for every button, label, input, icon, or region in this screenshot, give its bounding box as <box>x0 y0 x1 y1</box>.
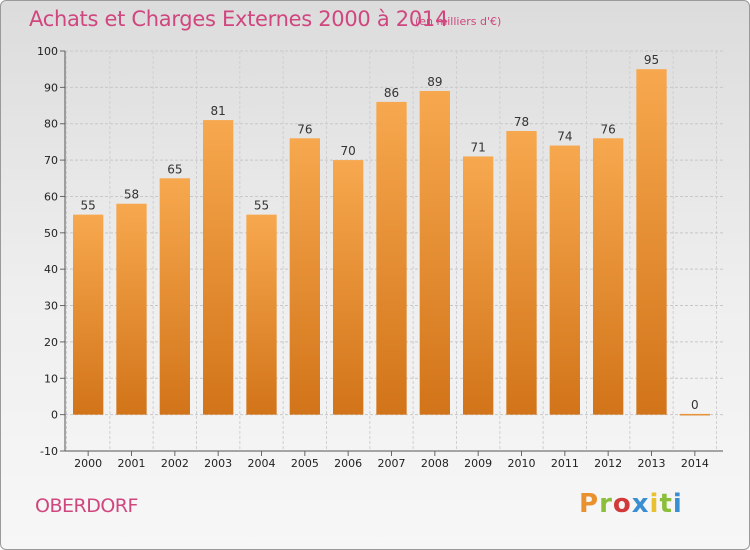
bar-2011 <box>549 145 580 415</box>
data-label-2012: 76 <box>601 122 616 136</box>
x-tick-label-2013: 2013 <box>638 457 666 470</box>
bar-2006 <box>333 160 364 415</box>
x-tick-label-2007: 2007 <box>378 457 406 470</box>
x-tick-label-2008: 2008 <box>421 457 449 470</box>
bar-2002 <box>159 178 190 415</box>
bar-2003 <box>203 120 234 415</box>
data-label-2000: 55 <box>81 199 96 213</box>
data-label-2013: 95 <box>644 53 659 67</box>
bar-2010 <box>506 131 537 415</box>
x-tick-label-2009: 2009 <box>464 457 492 470</box>
bar-2007 <box>376 101 407 415</box>
data-label-2009: 71 <box>471 140 486 154</box>
y-tick-label: 30 <box>44 300 58 313</box>
y-tick-label: 50 <box>44 227 58 240</box>
data-label-2011: 74 <box>557 130 572 144</box>
x-tick-label-2002: 2002 <box>161 457 189 470</box>
bar-2004 <box>246 214 277 415</box>
data-label-2002: 65 <box>167 162 182 176</box>
y-tick-label: 60 <box>44 190 58 203</box>
bar-2014 <box>679 413 710 416</box>
brand-letter: P <box>579 489 600 519</box>
y-tick-label: 90 <box>44 81 58 94</box>
y-tick-label: 0 <box>51 409 58 422</box>
brand-letter: o <box>612 489 632 519</box>
x-tick-label-2012: 2012 <box>594 457 622 470</box>
x-tick-label-2004: 2004 <box>248 457 276 470</box>
bar-2008 <box>419 91 450 415</box>
y-tick-label: 100 <box>37 45 58 58</box>
x-tick-label-2000: 2000 <box>74 457 102 470</box>
brand-letter: i <box>672 489 683 519</box>
x-tick-label-2010: 2010 <box>508 457 536 470</box>
x-tick-label-2003: 2003 <box>204 457 232 470</box>
grid-lines <box>65 50 723 452</box>
proxiti-logo: Proxiti <box>579 489 683 519</box>
x-tick-label-2005: 2005 <box>291 457 319 470</box>
brand-letter: i <box>649 489 660 519</box>
data-label-2006: 70 <box>341 144 356 158</box>
x-tick-label-2001: 2001 <box>118 457 146 470</box>
axes <box>60 50 723 456</box>
data-label-2001: 58 <box>124 188 139 202</box>
y-tick-label: 10 <box>44 372 58 385</box>
bar-2005 <box>289 138 320 415</box>
labels: -10 0 10 20 30 40 50 60 70 80 90 100 55 2000 58 2001 65 2… <box>37 45 709 470</box>
brand-letter: x <box>631 489 650 519</box>
commune-name: OBERDORF <box>35 495 138 517</box>
bar-2013 <box>636 69 667 415</box>
bars <box>73 69 710 416</box>
data-label-2004: 55 <box>254 199 269 213</box>
data-label-2003: 81 <box>211 104 226 118</box>
x-tick-label-2006: 2006 <box>334 457 362 470</box>
x-tick-label-2011: 2011 <box>551 457 579 470</box>
y-tick-label: 40 <box>44 263 58 276</box>
y-tick-label: 20 <box>44 336 58 349</box>
data-label-2007: 86 <box>384 86 399 100</box>
x-tick-label-2014: 2014 <box>681 457 709 470</box>
chart-title: Achats et Charges Externes 2000 à 2014 <box>29 7 449 31</box>
data-label-2014: 0 <box>691 398 699 412</box>
bar-2012 <box>593 138 624 415</box>
y-tick-label: -10 <box>40 445 58 458</box>
y-tick-label: 70 <box>44 154 58 167</box>
data-label-2005: 76 <box>297 122 312 136</box>
chart-subtitle: (en milliers d'€) <box>415 15 502 28</box>
data-label-2010: 78 <box>514 115 529 129</box>
data-label-2008: 89 <box>427 75 442 89</box>
bar-2009 <box>463 156 494 415</box>
y-tick-label: 80 <box>44 118 58 131</box>
brand-letter: t <box>659 489 673 519</box>
bar-2000 <box>73 214 104 415</box>
bar-2001 <box>116 203 147 415</box>
brand-letter: r <box>599 489 613 519</box>
